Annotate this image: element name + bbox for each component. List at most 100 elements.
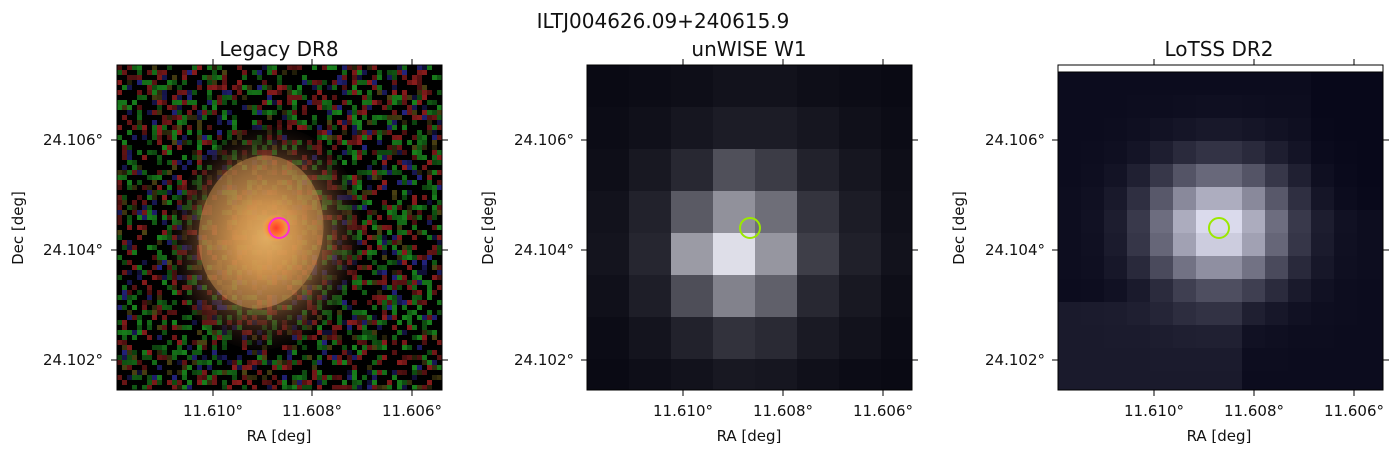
- legacy-noise-pixel: [257, 120, 262, 125]
- legacy-noise-pixel: [227, 110, 232, 115]
- unwise-pixel: [797, 275, 840, 318]
- legacy-noise-pixel: [182, 100, 187, 105]
- legacy-galaxy-body: [198, 155, 324, 309]
- legacy-noise-pixel: [372, 380, 377, 385]
- unwise-pixel: [839, 317, 882, 360]
- legacy-noise-pixel: [157, 155, 162, 160]
- legacy-noise-pixel: [157, 345, 162, 350]
- legacy-noise-pixel: [402, 180, 407, 185]
- legacy-noise-pixel: [357, 310, 362, 315]
- legacy-noise-pixel: [377, 215, 382, 220]
- legacy-noise-pixel: [437, 180, 442, 185]
- legacy-noise-pixel: [392, 210, 397, 215]
- legacy-noise-pixel: [197, 115, 202, 120]
- legacy-noise-pixel: [392, 300, 397, 305]
- legacy-noise-pixel: [437, 235, 442, 240]
- lotss-pixel: [1219, 371, 1243, 390]
- legacy-noise-pixel: [202, 115, 207, 120]
- legacy-noise-pixel: [432, 195, 437, 200]
- legacy-noise-pixel: [427, 365, 432, 370]
- legacy-noise-pixel: [367, 185, 372, 190]
- legacy-noise-pixel: [142, 125, 147, 130]
- legacy-noise-pixel: [122, 355, 127, 360]
- legacy-noise-pixel: [357, 385, 362, 390]
- unwise-pixel: [671, 275, 714, 318]
- legacy-noise-pixel: [167, 305, 172, 310]
- legacy-noise-pixel: [372, 270, 377, 275]
- legacy-noise-pixel: [162, 190, 167, 195]
- legacy-noise-pixel: [397, 280, 402, 285]
- legacy-noise-pixel: [247, 380, 252, 385]
- legacy-noise-pixel: [407, 255, 412, 260]
- lotss-pixel: [1081, 95, 1105, 119]
- legacy-noise-pixel: [377, 85, 382, 90]
- lotss-pixel: [1357, 325, 1381, 349]
- legacy-noise-pixel: [432, 235, 437, 240]
- legacy-noise-pixel: [412, 95, 417, 100]
- legacy-noise-pixel: [132, 385, 137, 390]
- legacy-noise-pixel: [352, 355, 357, 360]
- legacy-noise-pixel: [382, 150, 387, 155]
- legacy-noise-pixel: [387, 240, 392, 245]
- legacy-noise-pixel: [347, 305, 352, 310]
- legacy-noise-pixel: [237, 65, 242, 70]
- legacy-noise-pixel: [257, 85, 262, 90]
- legacy-noise-pixel: [222, 110, 227, 115]
- legacy-noise-pixel: [157, 70, 162, 75]
- lotss-pixel: [1311, 256, 1335, 280]
- unwise-pixel: [671, 359, 714, 390]
- legacy-noise-pixel: [307, 385, 312, 390]
- legacy-noise-pixel: [397, 360, 402, 365]
- lotss-pixel: [1288, 95, 1312, 119]
- legacy-noise-pixel: [272, 375, 277, 380]
- lotss-pixel: [1196, 302, 1220, 326]
- legacy-noise-pixel: [252, 120, 257, 125]
- legacy-noise-pixel: [417, 335, 422, 340]
- legacy-noise-pixel: [432, 130, 437, 135]
- legacy-noise-pixel: [162, 70, 167, 75]
- lotss-pixel: [1311, 302, 1335, 326]
- lotss-pixel: [1058, 348, 1082, 372]
- legacy-noise-pixel: [152, 100, 157, 105]
- legacy-noise-pixel: [392, 145, 397, 150]
- legacy-noise-pixel: [192, 115, 197, 120]
- legacy-noise-pixel: [342, 120, 347, 125]
- lotss-pixel: [1334, 256, 1358, 280]
- lotss-pixel: [1127, 325, 1151, 349]
- unwise-x-tick-label-3: 11.606°: [853, 402, 913, 420]
- lotss-pixel: [1104, 348, 1128, 372]
- legacy-noise-pixel: [157, 355, 162, 360]
- legacy-noise-pixel: [207, 140, 212, 145]
- legacy-noise-pixel: [352, 110, 357, 115]
- legacy-noise-pixel: [392, 125, 397, 130]
- legacy-noise-pixel: [432, 265, 437, 270]
- legacy-noise-pixel: [272, 385, 277, 390]
- legacy-noise-pixel: [267, 90, 272, 95]
- lotss-pixel: [1357, 279, 1381, 303]
- legacy-x-axis-label: RA [deg]: [247, 427, 312, 445]
- lotss-source-marker: [1208, 217, 1230, 239]
- legacy-noise-pixel: [162, 280, 167, 285]
- legacy-noise-pixel: [422, 65, 427, 70]
- legacy-noise-pixel: [282, 345, 287, 350]
- legacy-noise-pixel: [302, 75, 307, 80]
- legacy-noise-pixel: [157, 75, 162, 80]
- legacy-noise-pixel: [367, 380, 372, 385]
- legacy-noise-pixel: [357, 70, 362, 75]
- legacy-noise-pixel: [207, 90, 212, 95]
- legacy-noise-pixel: [377, 355, 382, 360]
- legacy-noise-pixel: [312, 335, 317, 340]
- legacy-noise-pixel: [117, 70, 122, 75]
- legacy-noise-pixel: [357, 155, 362, 160]
- lotss-pixel: [1173, 210, 1197, 234]
- legacy-noise-pixel: [127, 360, 132, 365]
- legacy-noise-pixel: [347, 145, 352, 150]
- legacy-noise-pixel: [322, 380, 327, 385]
- legacy-noise-pixel: [402, 175, 407, 180]
- legacy-noise-pixel: [257, 70, 262, 75]
- legacy-noise-pixel: [132, 100, 137, 105]
- legacy-noise-pixel: [172, 95, 177, 100]
- legacy-noise-pixel: [287, 100, 292, 105]
- legacy-noise-pixel: [427, 280, 432, 285]
- legacy-noise-pixel: [392, 165, 397, 170]
